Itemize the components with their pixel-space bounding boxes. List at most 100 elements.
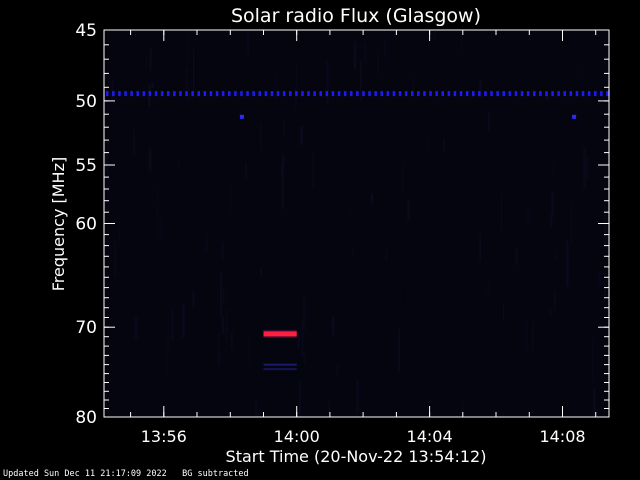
interference-dot [533,91,536,97]
noise-streak [254,397,258,417]
noise-streak [426,133,430,155]
noise-streak [134,317,138,342]
noise-streak [527,204,529,228]
y-tick-label: 45 [75,21,97,41]
interference-dot [343,91,347,97]
noise-streak [247,30,249,54]
noise-streak [566,240,569,287]
interference-dot [179,91,182,97]
interference-dot [563,91,566,97]
noise-streak [443,138,446,152]
noise-streak [355,380,359,414]
noise-streak [192,290,195,309]
noise-streak [145,56,147,70]
noise-streak [434,33,437,40]
interference-dot [392,91,396,97]
noise-streak [156,186,158,202]
noise-streak [107,169,109,199]
interference-dot [575,91,579,97]
interference-dot [368,91,371,97]
noise-streak [604,285,606,298]
interference-dot [160,91,164,97]
processing-mode: BG subtracted [182,469,249,479]
interference-dot [301,91,304,97]
noise-streak [159,215,162,238]
interference-dot [453,91,457,97]
noise-streak [336,365,339,376]
noise-streak [182,303,185,338]
y-axis-ticks: 45 50 55 60 70 80 [75,21,609,428]
noise-streak [193,49,195,93]
noise-streak [580,64,582,85]
noise-streak [260,123,262,151]
plot-background [104,30,609,417]
noise-streak [598,271,601,287]
noise-streak [555,250,558,260]
interference-dot [289,91,292,97]
plot-area [104,30,611,417]
noise-streak [297,336,300,349]
x-axis-ticks: 13:56 14:00 14:04 14:08 [130,30,597,446]
interference-dot [264,91,268,97]
noise-streak [351,247,354,258]
noise-streak [149,48,152,71]
noise-streak [132,129,135,156]
noise-streak [583,147,586,189]
noise-streak [247,332,250,365]
radio-burst [263,331,297,337]
noise-streak [545,94,549,101]
interference-dot [429,91,432,97]
noise-streak [244,163,247,179]
noise-streak [461,35,463,51]
interference-dot [545,91,548,97]
interference-dot [191,91,194,97]
noise-streak [111,80,114,100]
noise-streak [312,150,315,190]
footer: Updated Sun Dec 11 21:17:09 2022 BG subt… [3,469,249,479]
interference-dot [587,91,591,97]
interference-dot [112,91,115,97]
noise-streak [551,190,554,217]
noise-streak [501,413,504,417]
interference-dot [136,91,139,97]
noise-streak [400,285,402,312]
noise-streak [104,152,108,171]
interference-dot [374,91,377,97]
interference-dot [508,91,512,97]
interference-dot [234,91,237,97]
interference-dot [221,91,225,97]
noise-streak [479,81,482,98]
y-tick-label: 60 [75,215,97,235]
interference-dot [319,91,322,97]
interference-dot [246,91,249,97]
noise-streak [398,328,400,374]
interference-dot [106,91,109,97]
interference-dot [282,91,286,97]
noise-streak [462,402,464,417]
interference-dot [557,91,560,97]
noise-streak [301,320,304,358]
noise-streak [593,388,596,417]
noise-streak [283,119,285,137]
noise-streak [412,76,414,93]
interference-dot [362,91,365,97]
interference-dot [398,91,402,97]
isolated-dot [239,114,244,119]
interference-dot [124,91,127,97]
interference-dot [142,91,146,97]
noise-streak [302,295,306,331]
y-tick-label: 80 [75,408,97,428]
noise-streak [299,380,301,415]
noise-streak [188,87,190,101]
interference-dot [526,91,530,97]
interference-dot [441,91,444,97]
noise-streak [221,241,224,261]
spectral-features [106,91,609,371]
noise-streak [363,43,367,66]
interference-dot [197,91,200,97]
noise-streak [549,309,552,318]
noise-streak [295,87,297,108]
interference-dot [606,91,609,97]
interference-dot [307,91,310,97]
noise-streak [151,81,155,89]
